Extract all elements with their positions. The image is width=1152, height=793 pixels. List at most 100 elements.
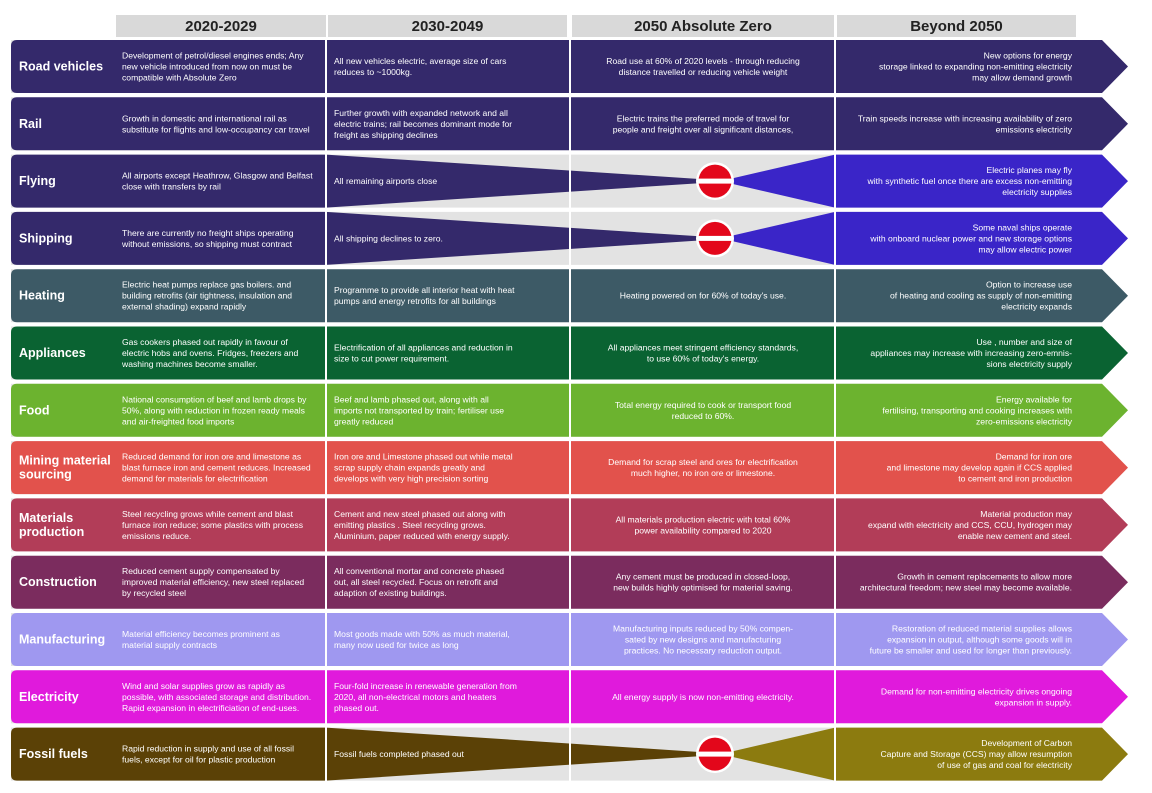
column-header-bg [572,15,834,37]
sector-label: Manufacturing [19,633,105,647]
cell-text: washing machines become smaller. [121,359,258,369]
column-header-bg [116,15,326,37]
cell-text: Four-fold increase in renewable generati… [334,681,517,691]
stop-sign-bar [698,751,732,757]
cell-text: National consumption of beef and lamb dr… [122,394,307,404]
sector-label: Mining material [19,454,111,468]
sector-label: Appliances [19,346,86,360]
sector-label: sourcing [19,468,72,482]
cell-text: external shading) expand rapidly [122,302,247,312]
cell-text: freight as shipping declines [334,130,438,140]
cell-text: Electric trains the preferred mode of tr… [617,113,790,123]
cell-text: Some naval ships operate [973,222,1073,232]
sector-label: Rail [19,117,42,131]
sector-label: Construction [19,575,97,589]
cell-text: All airports except Heathrow, Glasgow an… [122,171,313,181]
cell-text: Iron ore and Limestone phased out while … [334,452,513,462]
cell-text: expand with electricity and CCS, CCU, hy… [868,520,1073,530]
stop-sign-bar [698,235,732,241]
cell-text: and limestone may develop again if CCS a… [887,463,1073,473]
cell-text: Rapid reduction in supply and use of all… [122,744,294,754]
cell-text: sions electricity supply [987,359,1073,369]
cell-text: emissions reduce. [122,531,191,541]
sector-label: Road vehicles [19,60,103,74]
sector-row: Manufacturing Material efficiency becomes… [11,612,1128,667]
sector-row: Appliances Gas cookers phased out rapidly… [11,325,1128,381]
cell-text: Electrification of all appliances and re… [334,343,513,353]
cell-text: and air-freighted food imports [122,416,234,426]
cell-text: size to cut power requirement. [334,354,449,364]
cell-text: Most goods made with 50% as much materia… [334,629,510,639]
column-header: 2030-2049 [412,18,484,35]
cell-text: 50%, along with reduction in frozen read… [122,405,305,415]
cell-text: substitute for flights and low-occupancy… [122,124,310,134]
cell-text: Train speeds increase with increasing av… [858,113,1072,123]
cell-text: All conventional mortar and concrete pha… [334,566,504,576]
sector-rows: Road vehicles Development of petrol/diese… [11,39,1128,782]
cell-text: All new vehicles electric, average size … [334,56,506,66]
sector-label: Fossil fuels [19,747,88,761]
sector-row: Road vehicles Development of petrol/diese… [11,39,1128,94]
row-wedge-out [729,727,1128,781]
cell-text: may allow demand growth [972,73,1072,83]
cell-text: by recycled steel [122,588,186,598]
cell-text: Steel recycling grows while cement and b… [122,509,294,519]
cell-text: fuels, except for oil for plastic produc… [122,755,276,765]
cell-text: All shipping declines to zero. [334,233,443,243]
cell-text: All appliances meet stringent efficiency… [608,343,798,353]
cell-text: to cement and iron production [958,474,1072,484]
cell-text: possible, with associated storage and di… [122,692,311,702]
cell-text: practices. No necessary reduction output… [624,646,782,656]
sector-row: Construction Reduced cement supply compen… [11,554,1128,610]
cell-text: Reduced cement supply compensated by [122,566,280,576]
cell-text: Restoration of reduced material supplies… [892,624,1072,634]
sector-label: Food [19,403,50,417]
sector-row: Food National consumption of beef and lam… [11,382,1128,438]
cell-text: reduces to ~1000kg. [334,67,412,77]
column-header-bg [328,15,567,37]
cell-text: zero-emissions electricity [976,416,1073,426]
cell-text: 2020, all non-electrical motors and heat… [334,692,496,702]
cell-text: Reduced demand for iron ore and limeston… [122,452,301,462]
sector-row: Electricity Wind and solar supplies grow … [11,669,1128,725]
cell-text: Demand for scrap steel and ores for elec… [608,457,798,467]
cell-text: new vehicle introduced from now on must … [122,62,292,72]
cell-text: without emissions, so shipping must cont… [121,239,293,249]
cell-text: There are currently no freight ships ope… [122,228,294,238]
column-header: 2020-2029 [185,18,257,35]
cell-text: enable new cement and steel. [958,531,1072,541]
cell-text: All remaining airports close [334,176,437,186]
cell-text: All energy supply is now non-emitting el… [612,692,794,702]
column-headers: 2020-2029 2030-2049 2050 Absolute Zero Beyo… [116,15,1076,37]
sector-label: Flying [19,174,56,188]
cell-text: Wind and solar supplies grow as rapidly … [122,681,285,691]
cell-text: sated by new designs and manufacturing [625,635,781,645]
row-wedge-in [11,727,701,781]
sector-label: production [19,525,84,539]
sector-row: Rail Growth in domestic and international… [11,96,1128,152]
row-wedge-out [729,211,1128,265]
column-header: 2050 Absolute Zero [634,18,772,35]
cell-text: Growth in domestic and international rai… [122,113,287,123]
sector-label: Shipping [19,231,72,245]
cell-text: out, all steel recycled. Focus on retrof… [334,577,498,587]
cell-text: scrap supply chain expands greatly and [334,463,485,473]
cell-text: emissions electricity [996,124,1073,134]
cell-text: to use 60% of today's energy. [647,354,759,364]
cell-text: Fossil fuels completed phased out [334,749,465,759]
cell-text: appliances may increase with increasing … [870,348,1072,358]
cell-text: New options for energy [984,51,1073,61]
cell-text: material supply contracts [122,640,217,650]
cell-text: people and freight over all significant … [613,124,794,134]
cell-text: with onboard nuclear power and new stora… [869,233,1072,243]
cell-text: Cement and new steel phased out along wi… [334,509,506,519]
cell-text: fertilising, transporting and cooking in… [882,405,1072,415]
sector-row: Flying All airports except Heathrow, Glas… [11,153,1128,209]
row-wedge-out [729,154,1128,208]
cell-text: many now used for twice as long [334,640,459,650]
cell-text: improved material efficiency, new steel … [122,577,304,587]
cell-text: adaption of existing buildings. [334,588,447,598]
cell-text: Road use at 60% of 2020 levels - through… [606,56,800,66]
cell-text: distance travelled or reducing vehicle w… [619,67,788,77]
